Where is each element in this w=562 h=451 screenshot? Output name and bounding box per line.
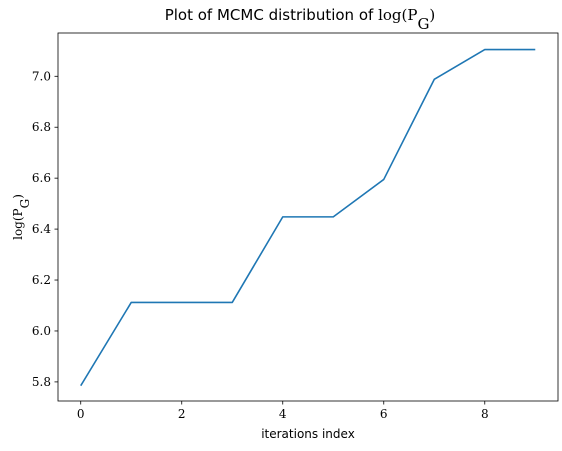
y-tick-label: 6.8 [32, 120, 51, 134]
y-tick-label: 7.0 [32, 69, 51, 83]
y-tick-label: 5.8 [32, 375, 51, 389]
y-axis-label-math-sub: G [18, 199, 32, 209]
x-axis-label: iterations index [261, 427, 355, 441]
y-tick-label: 6.6 [32, 171, 51, 185]
y-axis-ticks: 5.8 6.0 6.2 6.4 6.6 6.8 7.0 [32, 69, 58, 389]
x-tick-label: 0 [77, 407, 85, 421]
x-tick-label: 8 [481, 407, 489, 421]
y-axis-label-math-end: ) [11, 194, 25, 199]
x-tick-label: 6 [380, 407, 388, 421]
x-tick-label: 2 [178, 407, 186, 421]
y-axis-label: log(PG) [11, 194, 32, 240]
chart-title-math: log(P [378, 6, 417, 24]
chart-title-math-sub: G [417, 15, 429, 33]
x-axis-ticks: 0 2 4 6 8 [77, 401, 489, 421]
chart-title: Plot of MCMC distribution of log(PG) [165, 6, 436, 33]
y-axis-label-math: log(P [11, 208, 25, 240]
x-tick-label: 4 [279, 407, 287, 421]
y-tick-label: 6.2 [32, 273, 51, 287]
chart-title-text: Plot of MCMC distribution of [165, 6, 378, 24]
chart-title-math-end: ) [429, 6, 435, 24]
series-line [80, 48, 536, 387]
plot-area [57, 32, 559, 402]
y-tick-label: 6.4 [32, 222, 51, 236]
y-tick-label: 6.0 [32, 324, 51, 338]
